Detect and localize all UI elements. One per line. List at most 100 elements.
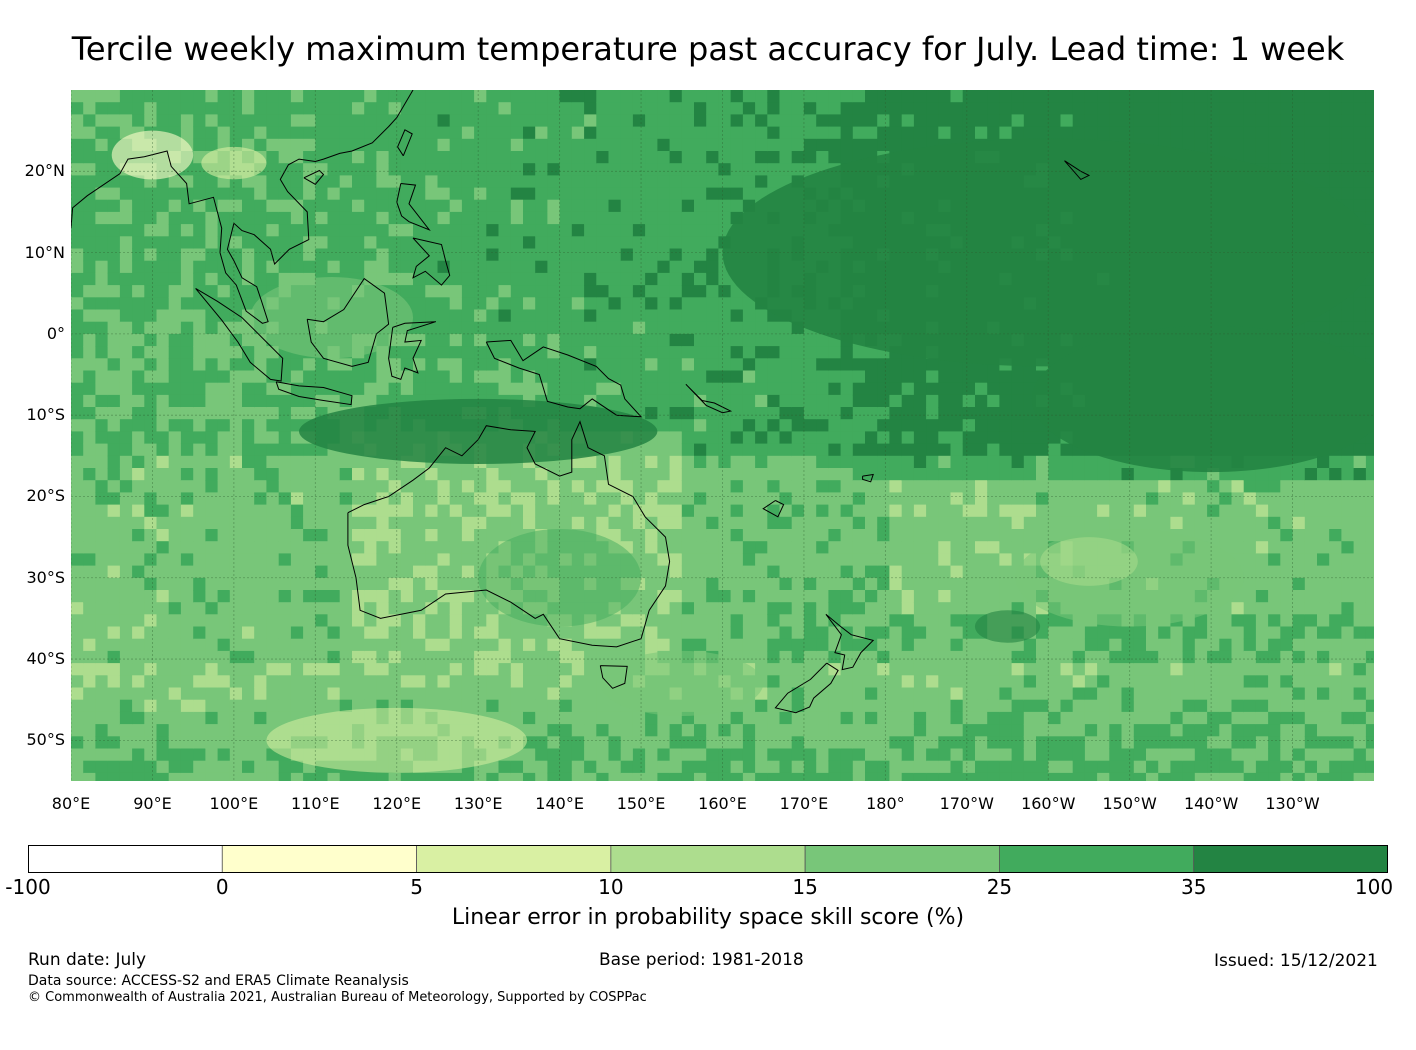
skill-cell — [975, 419, 988, 432]
skill-cell — [999, 504, 1013, 518]
skill-cell — [303, 638, 316, 652]
skill-cell — [449, 102, 463, 115]
skill-cell — [645, 321, 658, 335]
skill-cell — [1060, 663, 1074, 676]
skill-cell — [1097, 760, 1110, 774]
skill-cell — [730, 151, 744, 164]
skill-cell — [706, 480, 719, 493]
skill-cell — [999, 565, 1013, 579]
skill-cell — [400, 650, 414, 664]
skill-cell — [217, 468, 231, 481]
skill-cell — [315, 565, 329, 579]
skill-cell — [803, 346, 817, 359]
skill-cell — [889, 504, 903, 518]
skill-cell — [254, 248, 267, 262]
skill-cell — [730, 504, 744, 518]
skill-cell — [425, 285, 439, 298]
skill-cell — [1011, 772, 1025, 781]
skill-cell — [486, 175, 500, 189]
skill-cell — [803, 431, 817, 445]
skill-cell — [938, 516, 952, 530]
skill-cell — [596, 480, 610, 493]
skill-cell — [400, 626, 414, 640]
skill-cell — [278, 358, 292, 372]
skill-cell — [730, 590, 744, 603]
skill-cell — [779, 468, 793, 481]
skill-cell — [669, 565, 683, 579]
skill-cell — [71, 492, 84, 506]
skill-cell — [559, 175, 573, 189]
skill-cell — [877, 504, 890, 518]
skill-cell — [681, 419, 695, 432]
skill-cell — [694, 333, 707, 347]
skill-cell — [877, 772, 890, 781]
skill-cell — [938, 431, 952, 445]
skill-cell — [193, 248, 206, 262]
skill-cell — [755, 553, 768, 567]
skill-cell — [681, 772, 695, 781]
skill-cell — [828, 736, 842, 750]
skill-cell — [83, 565, 96, 579]
skill-cell — [83, 443, 96, 457]
skill-cell — [523, 126, 536, 140]
skill-cell — [742, 492, 756, 506]
skill-cell — [510, 126, 524, 140]
skill-cell — [1121, 626, 1135, 640]
skill-cell — [400, 516, 414, 530]
skill-cell — [339, 577, 353, 591]
skill-cell — [1048, 699, 1062, 713]
skill-cell — [767, 321, 781, 335]
skill-cell — [168, 699, 182, 713]
skill-cell — [535, 199, 548, 213]
skill-cell — [950, 638, 964, 652]
skill-cell — [791, 529, 805, 542]
skill-cell — [303, 675, 316, 689]
skill-cell — [694, 285, 707, 298]
skill-cell — [1072, 504, 1086, 518]
skill-cell — [901, 455, 915, 469]
skill-cell — [791, 138, 805, 152]
skill-cell — [425, 370, 439, 384]
skill-cell — [730, 577, 744, 591]
skill-cell — [217, 394, 231, 408]
skill-cell — [278, 541, 292, 554]
skill-cell — [901, 419, 915, 432]
skill-cell — [180, 663, 194, 676]
skill-cell — [486, 211, 500, 225]
skill-cell — [669, 382, 683, 396]
skill-cell — [681, 431, 695, 445]
skill-cell — [205, 358, 219, 372]
skill-cell — [71, 236, 84, 250]
skill-cell — [706, 394, 719, 408]
skill-cell — [657, 468, 671, 481]
skill-cell — [486, 614, 500, 628]
skill-cell — [83, 541, 96, 554]
skill-cell — [1023, 480, 1037, 493]
skill-cell — [242, 175, 255, 189]
skill-cell — [449, 321, 463, 335]
skill-cell — [1084, 626, 1098, 640]
skill-cell — [242, 285, 255, 298]
skill-cell — [681, 358, 695, 372]
skill-cell — [547, 650, 561, 664]
skill-cell — [168, 626, 182, 640]
skill-cell — [547, 638, 561, 652]
skill-cell — [632, 602, 646, 615]
skill-cell — [681, 504, 695, 518]
skill-cell — [498, 321, 512, 335]
skill-cell — [669, 590, 683, 603]
skill-cell — [1084, 480, 1098, 493]
skill-cell — [107, 577, 121, 591]
skill-cell — [620, 614, 634, 628]
skill-cell — [938, 553, 952, 567]
skill-cell — [535, 138, 548, 152]
skill-cell — [742, 321, 756, 335]
skill-cell — [547, 187, 561, 201]
skill-cell — [242, 199, 255, 213]
skill-cell — [498, 699, 512, 713]
skill-cell — [254, 614, 267, 628]
skill-cell — [229, 541, 243, 554]
skill-cell — [352, 455, 365, 469]
skill-cell — [388, 553, 402, 567]
skill-cell — [510, 199, 524, 213]
